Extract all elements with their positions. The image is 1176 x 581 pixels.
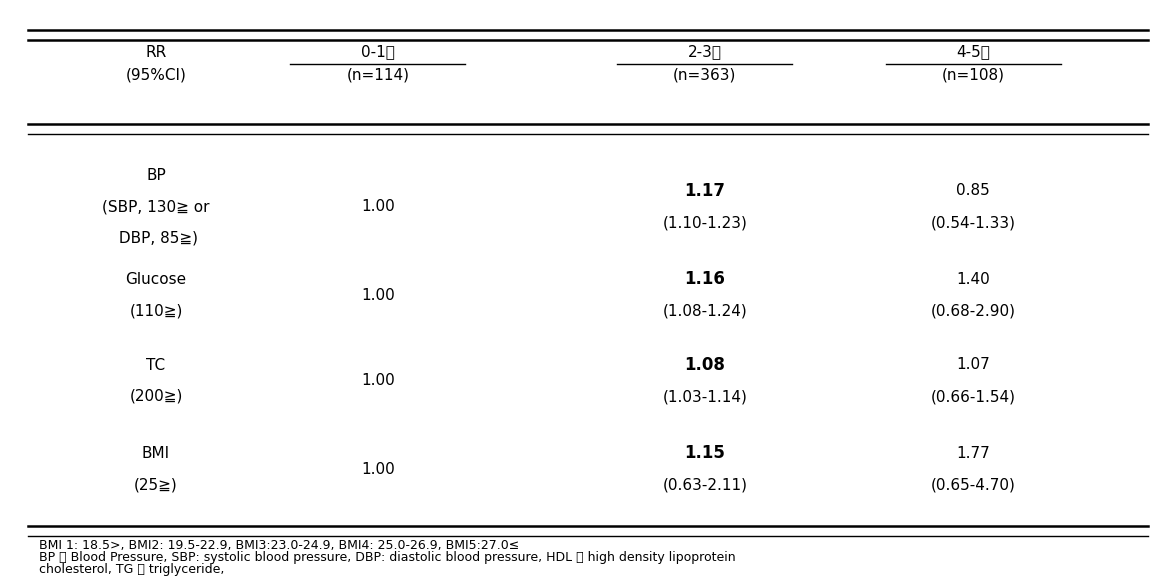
Text: 2-3급: 2-3급 [688, 45, 722, 60]
Text: 0.85: 0.85 [956, 183, 990, 198]
Text: (n=108): (n=108) [942, 67, 1004, 83]
Text: (25≧): (25≧) [134, 478, 178, 493]
Text: 1.15: 1.15 [684, 444, 726, 462]
Text: (0.68-2.90): (0.68-2.90) [931, 304, 1016, 318]
Text: cholesterol, TG ： triglyceride,: cholesterol, TG ： triglyceride, [39, 562, 225, 576]
Text: BP: BP [146, 168, 166, 183]
Text: 1.77: 1.77 [956, 446, 990, 461]
Text: (1.08-1.24): (1.08-1.24) [662, 304, 747, 318]
Text: (200≧): (200≧) [129, 389, 182, 404]
Text: DBP, 85≧): DBP, 85≧) [114, 231, 198, 246]
Text: 1.00: 1.00 [361, 373, 395, 388]
Text: (95%CI): (95%CI) [126, 67, 187, 83]
Text: (0.65-4.70): (0.65-4.70) [931, 478, 1016, 493]
Text: (SBP, 130≧ or: (SBP, 130≧ or [102, 199, 209, 214]
Text: 1.40: 1.40 [956, 272, 990, 286]
Text: 0-1급: 0-1급 [361, 45, 395, 60]
Text: (n=114): (n=114) [346, 67, 409, 83]
Text: RR: RR [146, 45, 167, 60]
Text: (1.03-1.14): (1.03-1.14) [662, 389, 747, 404]
Text: (n=363): (n=363) [673, 67, 736, 83]
Text: (1.10-1.23): (1.10-1.23) [662, 215, 747, 230]
Text: TC: TC [146, 357, 166, 372]
Text: BP ： Blood Pressure, SBP: systolic blood pressure, DBP: diastolic blood pressure: BP ： Blood Pressure, SBP: systolic blood… [39, 551, 736, 564]
Text: 1.00: 1.00 [361, 288, 395, 303]
Text: 1.07: 1.07 [956, 357, 990, 372]
Text: (0.54-1.33): (0.54-1.33) [931, 215, 1016, 230]
Text: 1.00: 1.00 [361, 462, 395, 477]
Text: Glucose: Glucose [126, 272, 187, 287]
Text: 1.00: 1.00 [361, 199, 395, 214]
Text: 1.08: 1.08 [684, 356, 726, 374]
Text: 1.17: 1.17 [684, 182, 726, 200]
Text: 1.16: 1.16 [684, 270, 726, 288]
Text: BMI 1: 18.5>, BMI2: 19.5-22.9, BMI3:23.0-24.9, BMI4: 25.0-26.9, BMI5:27.0≤: BMI 1: 18.5>, BMI2: 19.5-22.9, BMI3:23.0… [39, 539, 520, 551]
Text: 4-5급: 4-5급 [956, 45, 990, 60]
Text: (0.63-2.11): (0.63-2.11) [662, 478, 747, 493]
Text: (0.66-1.54): (0.66-1.54) [931, 389, 1016, 404]
Text: BMI: BMI [142, 446, 171, 461]
Text: (110≧): (110≧) [129, 303, 182, 318]
